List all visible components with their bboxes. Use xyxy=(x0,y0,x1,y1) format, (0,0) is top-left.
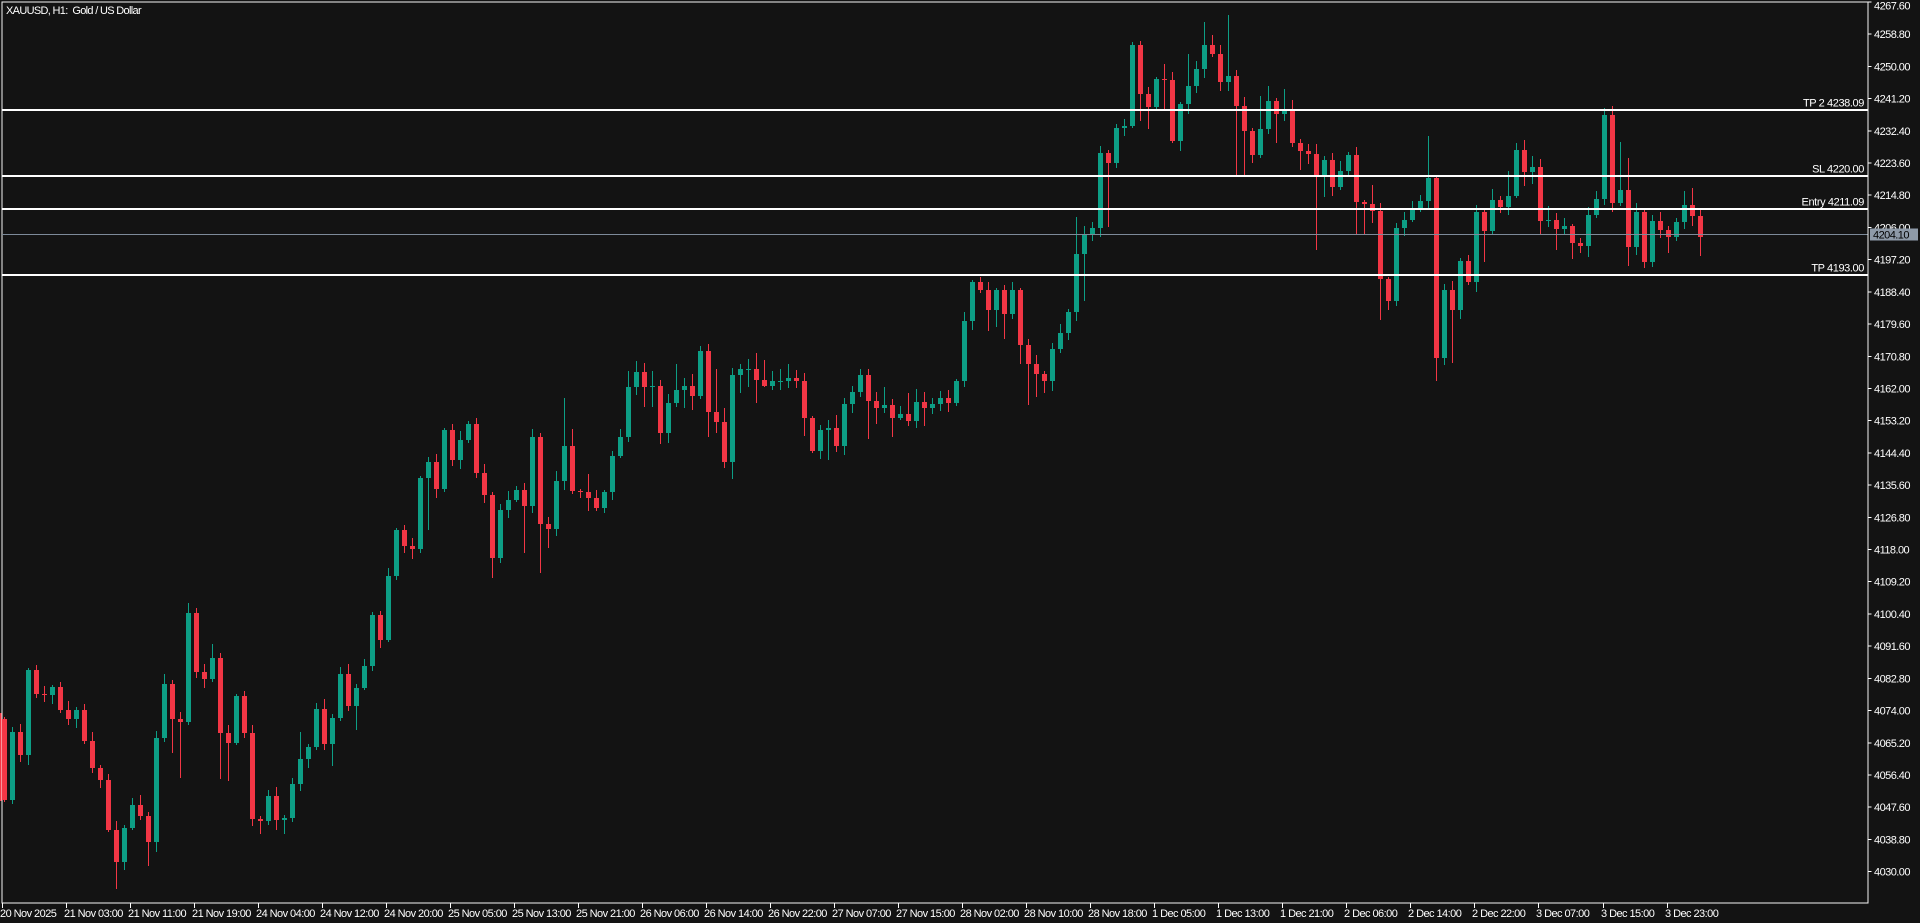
svg-text:4223.60: 4223.60 xyxy=(1874,158,1910,170)
svg-text:4082.80: 4082.80 xyxy=(1874,673,1910,685)
svg-text:24 Nov 12:00: 24 Nov 12:00 xyxy=(320,908,379,920)
svg-text:2 Dec 14:00: 2 Dec 14:00 xyxy=(1408,908,1462,920)
svg-text:4197.20: 4197.20 xyxy=(1874,255,1910,267)
svg-text:4232.40: 4232.40 xyxy=(1874,126,1910,138)
svg-text:4038.80: 4038.80 xyxy=(1874,834,1910,846)
svg-text:4109.20: 4109.20 xyxy=(1874,577,1910,589)
svg-text:25 Nov 13:00: 25 Nov 13:00 xyxy=(512,908,571,920)
svg-text:4091.60: 4091.60 xyxy=(1874,641,1910,653)
svg-text:TP 2 4238.09: TP 2 4238.09 xyxy=(1803,98,1864,110)
svg-text:27 Nov 15:00: 27 Nov 15:00 xyxy=(896,908,955,920)
svg-text:28 Nov 02:00: 28 Nov 02:00 xyxy=(960,908,1019,920)
svg-text:3 Dec 07:00: 3 Dec 07:00 xyxy=(1536,908,1590,920)
svg-text:4047.60: 4047.60 xyxy=(1874,802,1910,814)
svg-text:24 Nov 04:00: 24 Nov 04:00 xyxy=(256,908,315,920)
svg-text:4100.40: 4100.40 xyxy=(1874,609,1910,621)
svg-text:4188.40: 4188.40 xyxy=(1874,287,1910,299)
svg-text:4267.60: 4267.60 xyxy=(1874,1,1910,13)
svg-text:TP 4193.00: TP 4193.00 xyxy=(1811,263,1864,275)
svg-text:26 Nov 14:00: 26 Nov 14:00 xyxy=(704,908,763,920)
svg-text:4170.80: 4170.80 xyxy=(1874,351,1910,363)
svg-text:SL 4220.00: SL 4220.00 xyxy=(1812,164,1864,176)
svg-text:3 Dec 23:00: 3 Dec 23:00 xyxy=(1665,908,1719,920)
svg-text:Entry 4211.09: Entry 4211.09 xyxy=(1802,196,1865,208)
svg-text:4074.00: 4074.00 xyxy=(1874,706,1910,718)
svg-text:25 Nov 21:00: 25 Nov 21:00 xyxy=(576,908,635,920)
svg-text:4135.60: 4135.60 xyxy=(1874,480,1910,492)
svg-text:28 Nov 18:00: 28 Nov 18:00 xyxy=(1088,908,1147,920)
svg-text:4118.00: 4118.00 xyxy=(1874,545,1910,557)
svg-text:4214.80: 4214.80 xyxy=(1874,190,1910,202)
svg-text:26 Nov 22:00: 26 Nov 22:00 xyxy=(768,908,827,920)
svg-text:XAUUSD, H1: Gold / US Dollar: XAUUSD, H1: Gold / US Dollar xyxy=(6,5,142,17)
svg-text:2 Dec 06:00: 2 Dec 06:00 xyxy=(1344,908,1398,920)
svg-text:4179.60: 4179.60 xyxy=(1874,319,1910,331)
svg-text:4258.80: 4258.80 xyxy=(1874,29,1910,41)
svg-text:4162.00: 4162.00 xyxy=(1874,384,1910,396)
svg-text:21 Nov 11:00: 21 Nov 11:00 xyxy=(128,908,186,920)
svg-text:1 Dec 05:00: 1 Dec 05:00 xyxy=(1152,908,1206,920)
svg-text:4204.10: 4204.10 xyxy=(1873,229,1909,241)
svg-text:4153.20: 4153.20 xyxy=(1874,416,1910,428)
svg-text:28 Nov 10:00: 28 Nov 10:00 xyxy=(1024,908,1083,920)
svg-text:4056.40: 4056.40 xyxy=(1874,770,1910,782)
svg-text:21 Nov 03:00: 21 Nov 03:00 xyxy=(64,908,123,920)
svg-text:2 Dec 22:00: 2 Dec 22:00 xyxy=(1472,908,1526,920)
svg-text:24 Nov 20:00: 24 Nov 20:00 xyxy=(384,908,443,920)
svg-text:1 Dec 13:00: 1 Dec 13:00 xyxy=(1216,908,1270,920)
svg-text:21 Nov 19:00: 21 Nov 19:00 xyxy=(192,908,251,920)
svg-text:4250.00: 4250.00 xyxy=(1874,61,1910,73)
svg-text:20 Nov 2025: 20 Nov 2025 xyxy=(0,908,57,920)
svg-text:4065.20: 4065.20 xyxy=(1874,738,1910,750)
svg-text:4126.80: 4126.80 xyxy=(1874,512,1910,524)
svg-text:27 Nov 07:00: 27 Nov 07:00 xyxy=(832,908,891,920)
svg-text:4241.20: 4241.20 xyxy=(1874,94,1910,106)
svg-text:25 Nov 05:00: 25 Nov 05:00 xyxy=(448,908,507,920)
svg-text:26 Nov 06:00: 26 Nov 06:00 xyxy=(640,908,699,920)
svg-text:3 Dec 15:00: 3 Dec 15:00 xyxy=(1601,908,1655,920)
svg-text:4144.40: 4144.40 xyxy=(1874,448,1910,460)
svg-text:4030.00: 4030.00 xyxy=(1874,867,1910,879)
svg-text:1 Dec 21:00: 1 Dec 21:00 xyxy=(1280,908,1334,920)
